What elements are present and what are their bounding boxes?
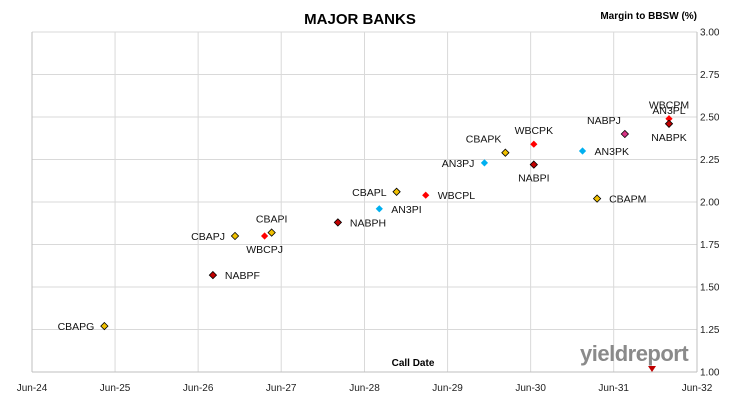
data-label-wbcpm: WBCPM [649, 100, 689, 112]
data-point-cbapm [592, 194, 602, 203]
chart-title: MAJOR BANKS [304, 11, 416, 28]
data-point-wbcpj [260, 232, 269, 240]
x-tick-label: Jun-28 [349, 383, 380, 394]
y-tick-label: 1.25 [700, 325, 720, 336]
data-label-an3pi: AN3PI [391, 204, 421, 216]
x-tick-labels: Jun-24 Jun-25 Jun-26 Jun-27 Jun-28 Jun-29 Jun-… [17, 383, 713, 394]
x-tick-label: Jun-29 [432, 383, 463, 394]
logo-arrow-icon [648, 366, 656, 372]
data-label-wbcpl: WBCPL [438, 190, 476, 202]
y-tick-label: 1.50 [700, 283, 720, 294]
data-point-cbapj [230, 231, 240, 241]
data-label-wbcpk: WBCPK [515, 125, 554, 137]
y-tick-label: 2.00 [700, 198, 720, 209]
data-point-an3pi [375, 205, 383, 213]
data-point-nabpj [620, 129, 630, 139]
axis-layer [31, 32, 698, 373]
y-tick-label: 2.75 [700, 70, 720, 81]
x-axis-title: Call Date [392, 358, 435, 369]
data-label-cbapk: CBAPK [466, 134, 502, 146]
x-tick-label: Jun-32 [682, 383, 713, 394]
data-label-cbapi: CBAPI [256, 214, 288, 226]
yieldreport-logo: yieldreport [580, 341, 690, 372]
data-label-an3pl: AN3PL [652, 105, 685, 117]
x-tick-label: Jun-27 [266, 383, 297, 394]
data-point-cbapg [100, 321, 109, 331]
x-tick-label: Jun-26 [183, 383, 214, 394]
data-point-cbapi [267, 228, 276, 237]
data-point-an3pj [480, 159, 489, 167]
y-axis-title: Margin to BBSW (%) [600, 11, 697, 22]
data-label-an3pj: AN3PJ [442, 158, 475, 170]
data-label-cbapm: CBAPM [609, 194, 646, 206]
labels-layer: CBAPG NABPF CBAPJ WBCPJ CBAPI NABPH AN3PI CBAPL… [58, 100, 690, 333]
y-tick-label: 1.00 [700, 368, 720, 379]
data-point-nabpi [529, 160, 538, 169]
points-layer [100, 115, 674, 331]
data-point-wbcpk [530, 140, 538, 148]
y-tick-labels: 1.00 1.25 1.50 1.75 2.00 2.25 2.50 2.75 3.00 [700, 28, 720, 379]
data-point-nabpf [208, 270, 218, 280]
data-label-nabpf: NABPF [225, 270, 260, 282]
data-label-nabpk: NABPK [651, 132, 687, 144]
x-tick-label: Jun-30 [515, 383, 546, 394]
data-label-cbapj: CBAPJ [191, 231, 225, 243]
grid-layer [32, 31, 697, 372]
data-label-cbapl: CBAPL [352, 187, 387, 199]
y-tick-label: 3.00 [700, 28, 720, 39]
x-tick-label: Jun-31 [598, 383, 629, 394]
data-label-cbapg: CBAPG [58, 321, 95, 333]
data-point-cbapk [501, 148, 510, 157]
data-point-cbapl [392, 187, 401, 196]
x-tick-label: Jun-25 [100, 383, 131, 394]
y-tick-label: 2.25 [700, 155, 720, 166]
data-label-nabph: NABPH [350, 217, 386, 229]
x-tick-label: Jun-24 [17, 383, 48, 394]
data-label-nabpi: NABPI [518, 173, 550, 185]
y-tick-label: 1.75 [700, 240, 720, 251]
data-label-an3pk: AN3PK [595, 146, 629, 158]
data-label-wbcpj: WBCPJ [246, 244, 283, 256]
logo-text: yieldreport [580, 341, 689, 366]
data-point-an3pk [578, 147, 587, 155]
data-point-nabpk [664, 119, 674, 128]
data-point-nabph [333, 218, 343, 227]
y-tick-label: 2.50 [700, 113, 720, 124]
data-point-wbcpm [665, 115, 673, 123]
data-point-wbcpl [422, 191, 430, 199]
data-label-nabpj: NABPJ [587, 115, 621, 127]
